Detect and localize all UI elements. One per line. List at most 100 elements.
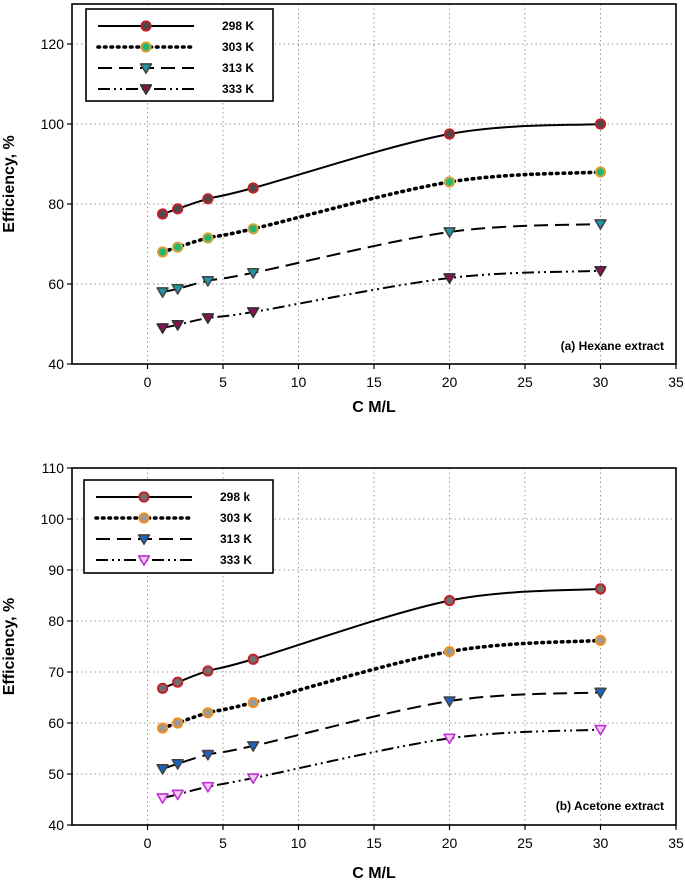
series-line <box>162 269 601 329</box>
data-point <box>594 724 607 736</box>
x-axis-label: C M/L <box>352 399 396 416</box>
series-line <box>160 638 603 730</box>
x-tick-label: 35 <box>668 374 684 390</box>
data-point <box>247 307 260 318</box>
series-303-k <box>157 634 607 734</box>
data-point <box>443 227 456 238</box>
legend-marker <box>137 534 151 545</box>
y-tick-label: 100 <box>41 511 65 527</box>
data-point <box>156 764 169 775</box>
x-tick-label: 0 <box>144 835 152 851</box>
data-point <box>157 246 169 258</box>
data-point <box>247 267 260 279</box>
data-point <box>443 595 456 607</box>
panel-annotation: (b) Acetone extract <box>556 799 664 813</box>
data-point <box>172 203 184 215</box>
axis-ticks: 0 5 10 15 20 25 30 35 40 50 60 70 80 90 100 110 <box>41 460 684 851</box>
data-point <box>171 283 184 295</box>
legend-label: 333 K <box>222 82 254 96</box>
data-point <box>594 118 607 130</box>
legend-label: 303 K <box>220 511 252 525</box>
data-point <box>172 717 184 729</box>
legend-label: 313 K <box>222 61 254 75</box>
data-point <box>247 697 259 709</box>
data-point <box>443 176 456 188</box>
legend-marker <box>140 41 152 53</box>
legend-label: 298 k <box>220 490 250 504</box>
data-point <box>594 634 607 646</box>
legend: 298 k 303 K 313 K 333 K <box>83 479 274 574</box>
data-point <box>443 696 456 708</box>
data-point <box>594 687 607 699</box>
data-point <box>247 653 259 665</box>
y-tick-label: 110 <box>42 460 65 476</box>
data-point <box>156 287 169 298</box>
x-tick-label: 10 <box>291 374 307 390</box>
series-line <box>162 728 601 799</box>
x-tick-label: 20 <box>442 835 458 851</box>
legend: 298 K 303 K 313 K 333 K <box>85 8 274 102</box>
data-point <box>202 665 214 677</box>
x-tick-label: 25 <box>517 374 533 390</box>
data-point <box>156 793 169 804</box>
y-tick-label: 40 <box>48 817 64 833</box>
data-point <box>594 583 607 595</box>
data-point <box>594 265 607 277</box>
series-313-k <box>156 687 607 775</box>
data-point <box>247 741 260 752</box>
series-333-k <box>156 724 607 804</box>
series-line <box>162 223 601 293</box>
series-line <box>160 170 603 254</box>
x-tick-label: 30 <box>593 835 609 851</box>
legend-label: 313 K <box>220 532 252 546</box>
data-point <box>202 232 214 244</box>
data-point <box>201 313 215 324</box>
data-point <box>443 273 456 284</box>
chart-panel-top: 0 5 10 15 20 25 30 35 40 60 80 100 120 C M/L Efficienc… <box>1 3 684 416</box>
data-point <box>157 682 169 694</box>
x-axis-label: C M/L <box>352 865 396 882</box>
series-313-k <box>156 219 607 298</box>
data-point <box>156 323 169 334</box>
x-tick-label: 10 <box>291 835 307 851</box>
x-tick-label: 0 <box>144 374 152 390</box>
data-point <box>443 128 456 140</box>
data-point <box>157 208 169 220</box>
legend-label: 298 K <box>222 19 254 33</box>
y-tick-label: 60 <box>48 715 64 731</box>
series-line <box>162 691 601 770</box>
series-298-k <box>157 583 607 694</box>
legend-label: 333 K <box>220 553 252 567</box>
y-tick-label: 60 <box>48 276 64 292</box>
data-point <box>171 758 184 770</box>
x-tick-label: 30 <box>593 374 609 390</box>
data-point <box>202 193 214 205</box>
data-point <box>172 676 184 688</box>
x-tick-label: 5 <box>219 835 227 851</box>
x-tick-label: 25 <box>517 835 533 851</box>
legend-marker <box>139 63 153 74</box>
data-point <box>172 241 184 253</box>
axis-ticks: 0 5 10 15 20 25 30 35 40 60 80 100 120 <box>41 36 684 390</box>
data-point <box>594 166 607 178</box>
data-point <box>594 219 607 230</box>
data-point <box>171 789 184 801</box>
legend-marker <box>139 84 153 95</box>
series-333-k <box>156 265 607 334</box>
y-tick-label: 100 <box>41 116 65 132</box>
series-line <box>162 587 601 690</box>
y-tick-label: 80 <box>48 613 64 629</box>
panel-annotation: (a) Hexane extract <box>561 339 664 353</box>
y-tick-label: 120 <box>41 36 65 52</box>
x-tick-label: 5 <box>219 374 227 390</box>
chart-panel-bottom: 0 5 10 15 20 25 30 35 40 50 60 70 80 90 100 110 C M/L Eff… <box>1 460 684 882</box>
data-point <box>247 773 260 785</box>
legend-box <box>85 8 274 102</box>
x-tick-label: 15 <box>366 835 382 851</box>
y-axis-label: Efficiency, % <box>1 135 18 233</box>
data-point <box>171 319 184 331</box>
legend-marker <box>138 491 150 503</box>
legend-marker <box>138 512 150 524</box>
legend-marker <box>137 555 151 566</box>
